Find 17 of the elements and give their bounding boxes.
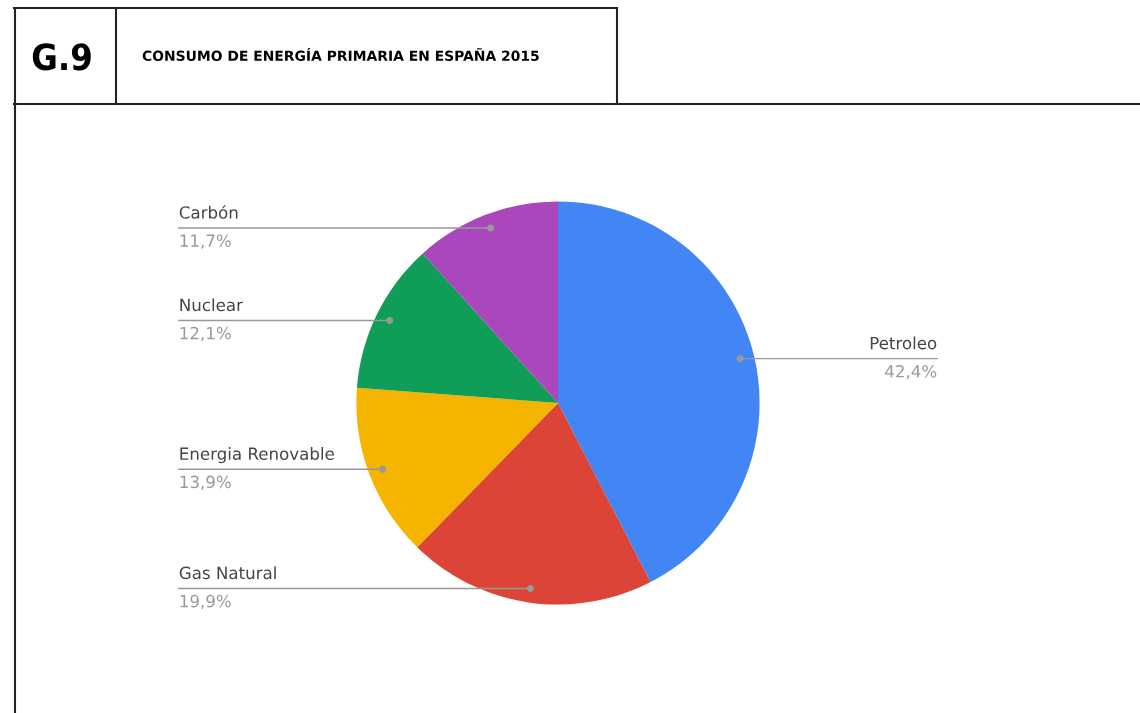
pie-slice — [558, 201, 760, 583]
chart-title: CONSUMO DE ENERGÍA PRIMARIA EN ESPAÑA 2015 — [142, 47, 539, 62]
slice-label: Petroleo — [870, 336, 937, 350]
slice-label: Carbón — [179, 205, 238, 219]
data-label: 12,1% — [180, 326, 231, 342]
data-label: 13,9% — [180, 475, 231, 490]
pie-slice — [356, 253, 558, 403]
pie-slice — [422, 201, 558, 403]
slice-label: Energia Renovable — [180, 447, 334, 464]
data-label: 19,9% — [180, 594, 231, 610]
pie-slice — [417, 403, 651, 605]
data-label: 11,7% — [180, 234, 231, 249]
slice-label: Nuclear — [180, 298, 243, 312]
text: G.9 — [32, 43, 91, 71]
pie-slice — [356, 387, 558, 548]
slice-label: Gas Natural — [179, 566, 276, 580]
data-label: 42,4% — [885, 365, 937, 380]
